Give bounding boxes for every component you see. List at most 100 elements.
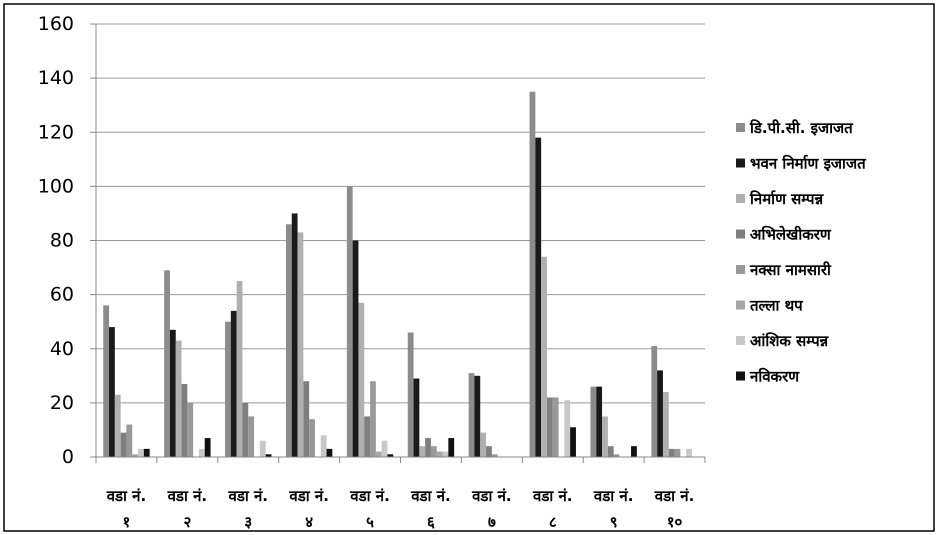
bar <box>662 392 669 457</box>
bar <box>468 373 475 457</box>
bar <box>686 448 692 457</box>
bar <box>419 446 426 457</box>
bar <box>413 378 420 457</box>
bar <box>320 435 327 457</box>
x-tick-label: वडा नं. <box>410 487 451 505</box>
legend-swatch <box>736 336 745 345</box>
bar <box>187 402 194 457</box>
bar <box>198 448 205 457</box>
gridlines <box>96 23 705 404</box>
bar <box>631 446 637 457</box>
bar <box>442 451 449 457</box>
bars <box>103 91 692 457</box>
bar <box>564 400 571 457</box>
y-tick-label: 120 <box>38 121 74 143</box>
legend-label: तल्ला थप <box>749 297 804 315</box>
bar <box>143 448 150 457</box>
x-tick-label: वडा नं. <box>471 487 512 505</box>
legend-swatch <box>736 371 745 381</box>
bar <box>352 240 359 457</box>
bar <box>126 424 133 457</box>
x-tick-label: १० <box>667 513 683 531</box>
x-tick-label: वडा नं. <box>106 487 147 505</box>
bar <box>181 383 188 457</box>
x-tick-label: वडा नं. <box>654 487 695 505</box>
bar <box>230 310 237 457</box>
bar <box>265 454 272 457</box>
bar <box>474 375 481 457</box>
x-tick-label: वडा नं. <box>167 487 208 505</box>
bar <box>430 446 437 457</box>
bar <box>607 446 614 457</box>
bar <box>109 327 115 457</box>
x-tick-label: ६ <box>427 513 435 531</box>
bar <box>387 454 394 457</box>
x-tick-label: ७ <box>488 513 496 531</box>
bar <box>425 438 431 457</box>
bar <box>242 402 249 457</box>
y-tick-label: 40 <box>50 338 74 360</box>
bar <box>535 137 542 457</box>
bar <box>570 427 576 457</box>
bar <box>552 397 559 457</box>
bar <box>291 213 298 457</box>
bar <box>297 232 304 457</box>
y-tick-label: 160 <box>38 13 74 35</box>
bar <box>358 302 365 457</box>
x-tick-labels: वडा नं. १ वडा नं. २ वडा नं. ३ वडा नं. ४ वडा नं. ५… <box>106 487 695 531</box>
bar <box>668 448 675 457</box>
x-tick-label: वडा नं. <box>228 487 269 505</box>
x-tick-label: वडा नं. <box>532 487 573 505</box>
bar <box>651 346 658 457</box>
bar <box>436 451 443 457</box>
legend-swatch <box>736 229 745 239</box>
bar <box>491 454 498 457</box>
y-tick-label: 20 <box>50 392 74 414</box>
bar <box>236 281 243 457</box>
bar <box>375 451 382 457</box>
bar <box>346 186 353 457</box>
y-tick-label: 80 <box>50 230 74 252</box>
legend-label: निर्माण सम्पन्न <box>749 190 825 208</box>
bar <box>114 394 121 457</box>
x-tick-label: वडा नं. <box>288 487 329 505</box>
bar <box>175 340 182 457</box>
bar <box>303 381 310 457</box>
legend-swatch <box>736 158 745 168</box>
legend-swatch <box>736 265 745 274</box>
bar <box>541 256 547 457</box>
bar <box>546 397 553 457</box>
bar <box>259 440 266 457</box>
bar <box>309 419 315 457</box>
y-tick-label: 60 <box>50 284 74 306</box>
y-tick-label: 100 <box>38 175 74 197</box>
bar <box>480 432 487 457</box>
legend-label: भवन निर्माण इजाजत <box>750 155 867 173</box>
bar <box>602 416 608 457</box>
bar <box>674 448 681 457</box>
legend-label: नविकरण <box>749 368 800 386</box>
bar <box>596 386 603 457</box>
x-tick-label: ५ <box>366 513 374 531</box>
bar <box>120 432 127 457</box>
x-tick-label: १ <box>123 513 131 531</box>
bar <box>204 438 211 457</box>
bar <box>370 381 376 457</box>
legend-label: आंशिक सम्पन्न <box>750 332 830 350</box>
bar <box>448 438 455 457</box>
bar <box>225 321 231 457</box>
x-tick-label: ९ <box>610 513 618 531</box>
bar <box>613 454 620 457</box>
legend: डि.पी.सी. इजाजत भवन निर्माण इजाजत निर्माण … <box>736 119 867 386</box>
legend-swatch <box>736 123 745 132</box>
bar <box>138 448 144 457</box>
bar <box>590 386 597 457</box>
x-tick-label: २ <box>183 513 191 531</box>
bar <box>164 270 170 457</box>
bar <box>407 332 414 457</box>
bar <box>381 440 388 457</box>
bar <box>364 416 371 457</box>
bar <box>103 305 110 457</box>
bar <box>285 224 292 457</box>
